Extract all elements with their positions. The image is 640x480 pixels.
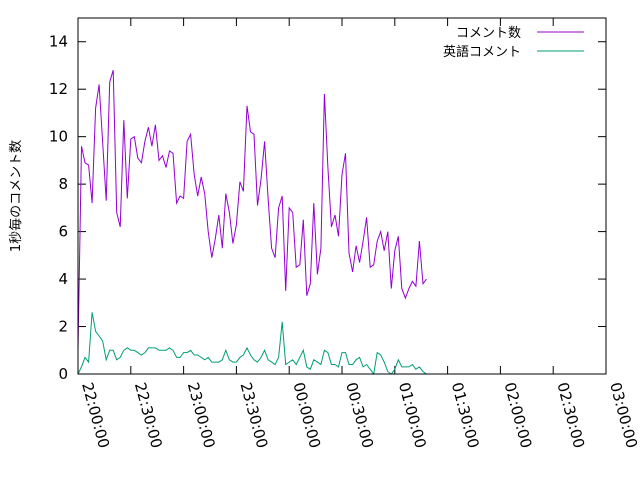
y-tick-label: 2 xyxy=(58,318,68,336)
legend-label: 英語コメント xyxy=(443,44,521,60)
y-tick-label: 10 xyxy=(49,128,68,146)
series-lines xyxy=(77,70,427,376)
x-tick-label: 22:00:00 xyxy=(78,380,113,450)
y-tick-label: 6 xyxy=(58,223,68,241)
x-tick-label: 03:00:00 xyxy=(606,380,640,450)
y-tick-label: 14 xyxy=(49,33,68,51)
x-tick-label: 00:00:00 xyxy=(289,380,324,450)
series-line-1 xyxy=(77,70,427,351)
x-tick-label: 02:30:00 xyxy=(553,380,588,450)
y-tick-label: 4 xyxy=(58,270,68,288)
series-line-2 xyxy=(77,312,427,376)
x-tick-label: 01:00:00 xyxy=(395,380,430,450)
x-axis-ticks: 22:00:00 22:30:00 23:00:00 23:30:00 00:00:00… xyxy=(77,18,640,450)
y-tick-label: 0 xyxy=(58,365,68,383)
legend-label: コメント数 xyxy=(456,26,521,41)
x-tick-label: 22:30:00 xyxy=(131,380,166,450)
x-tick-label: 23:30:00 xyxy=(237,380,272,450)
x-tick-label: 00:30:00 xyxy=(342,380,377,450)
plot-border xyxy=(77,17,607,375)
y-tick-label: 8 xyxy=(58,175,68,193)
y-axis-title: 1秒毎のコメント数 xyxy=(8,140,24,252)
x-tick-label: 23:00:00 xyxy=(184,380,219,450)
x-tick-label: 02:00:00 xyxy=(501,380,536,450)
y-axis-ticks: 0 2 4 6 8 10 12 14 xyxy=(49,33,606,383)
x-tick-label: 01:30:00 xyxy=(448,380,483,450)
y-tick-label: 12 xyxy=(49,80,68,98)
